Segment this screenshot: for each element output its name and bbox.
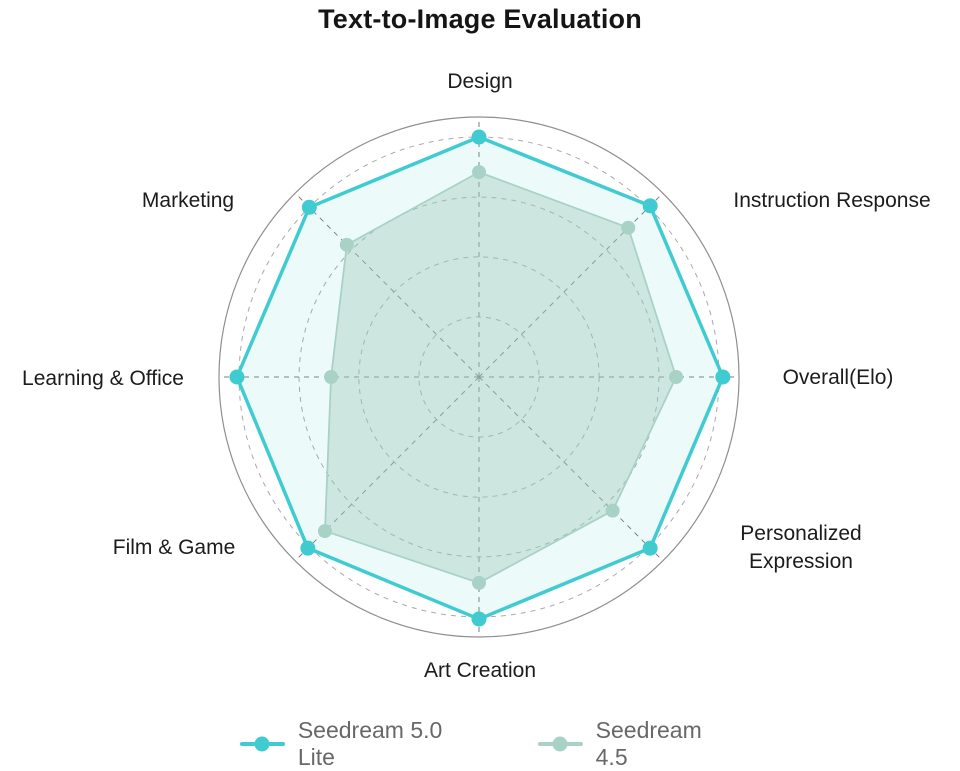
chart-title: Text-to-Image Evaluation xyxy=(318,4,642,34)
data-point-s1-3[interactable] xyxy=(605,503,620,518)
axis-label-personalized-expression: Personalized Expression xyxy=(740,522,862,573)
legend-item-seedream-4-5[interactable]: Seedream 4.5 xyxy=(537,717,720,771)
data-point-s1-5[interactable] xyxy=(317,524,332,539)
data-point-s0-0[interactable] xyxy=(471,129,487,145)
data-point-s1-1[interactable] xyxy=(621,220,636,235)
grid-spoke-3 xyxy=(478,376,664,562)
legend-marker-line-icon xyxy=(240,736,285,752)
grid-spoke-1 xyxy=(478,192,664,378)
data-point-s1-4[interactable] xyxy=(472,575,486,590)
legend: Seedream 5.0 Lite Seedream 4.5 xyxy=(240,717,720,771)
data-point-s0-3[interactable] xyxy=(642,540,658,556)
data-point-s0-4[interactable] xyxy=(471,611,487,627)
axis-label-learning-office: Learning & Office xyxy=(22,367,184,390)
axis-label-overall-elo: Overall(Elo) xyxy=(782,366,894,389)
legend-item-seedream-5-0-lite[interactable]: Seedream 5.0 Lite xyxy=(240,717,460,771)
radar-plot-area xyxy=(218,116,740,638)
grid-ring-2 xyxy=(298,196,660,558)
legend-label: Seedream 5.0 Lite xyxy=(297,717,443,770)
legend-label: Seedream 4.5 xyxy=(595,717,702,770)
data-point-s1-6[interactable] xyxy=(324,370,339,384)
data-point-s1-2[interactable] xyxy=(669,370,684,384)
outer-circle xyxy=(218,116,740,638)
axis-label-instruction-response: Instruction Response xyxy=(733,189,931,212)
axis-label-design: Design xyxy=(447,70,513,93)
data-point-s1-0[interactable] xyxy=(472,165,486,180)
data-point-s0-2[interactable] xyxy=(715,369,731,385)
legend-marker-dot-icon xyxy=(254,736,270,752)
grid-spoke-7 xyxy=(294,192,480,378)
data-point-s1-7[interactable] xyxy=(339,237,354,252)
legend-marker-dot-icon xyxy=(552,736,568,752)
grid-spoke-5 xyxy=(294,376,480,562)
axis-label-film-game: Film & Game xyxy=(112,536,236,559)
axis-label-art-creation: Art Creation xyxy=(423,659,537,682)
data-point-s0-7[interactable] xyxy=(301,199,317,215)
data-point-s0-1[interactable] xyxy=(642,198,658,214)
data-point-s0-5[interactable] xyxy=(300,540,316,556)
legend-marker-line-icon xyxy=(537,736,583,752)
data-point-s0-6[interactable] xyxy=(229,369,245,385)
axis-label-marketing: Marketing xyxy=(141,189,235,212)
